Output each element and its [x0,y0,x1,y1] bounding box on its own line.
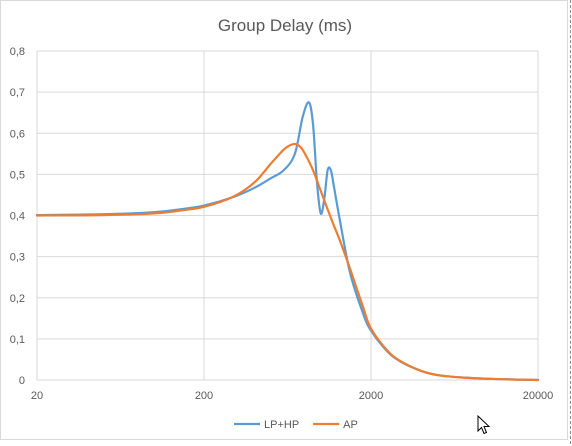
y-axis-ticks: 0 0,1 0,2 0,3 0,4 0,5 0,6 0,7 0,8 [10,46,25,387]
legend: LP+HP AP [234,419,358,431]
x-axis-ticks: 20 200 2000 20000 [31,390,553,402]
series-line-0 [35,101,540,382]
page-border-dashed [570,0,571,444]
line-chart: Group Delay (ms) 00,10,20,30,40,50,60,70… [10,16,554,431]
series-lines [35,101,540,382]
chart-title: Group Delay (ms) [218,16,352,35]
y-tick-label: 0,7 [10,87,25,99]
y-tick-label: 0,8 [10,46,25,58]
series-line-1 [35,142,540,382]
legend-label-0: LP+HP [264,419,299,431]
y-tick-label: 0,1 [10,334,25,346]
y-tick-label: 0 [19,375,25,387]
y-tick-label: 0,5 [10,169,25,181]
x-tick-label: 20000 [523,390,554,402]
y-tick-label: 0,6 [10,128,25,140]
y-tick-label: 0,3 [10,252,25,264]
mouse-cursor-icon [477,415,491,435]
y-tick-label: 0,4 [10,211,25,223]
x-tick-label: 200 [195,390,213,402]
y-tick-label: 0,2 [10,293,25,305]
x-tick-label: 2000 [359,390,383,402]
legend-label-1: AP [343,419,358,431]
chart-frame: Group Delay (ms) 0 0,1 0,2 0,3 0,4 0,5 0,6 0,7 0… [0,0,568,440]
x-tick-label: 20 [31,390,43,402]
grid [36,50,539,381]
